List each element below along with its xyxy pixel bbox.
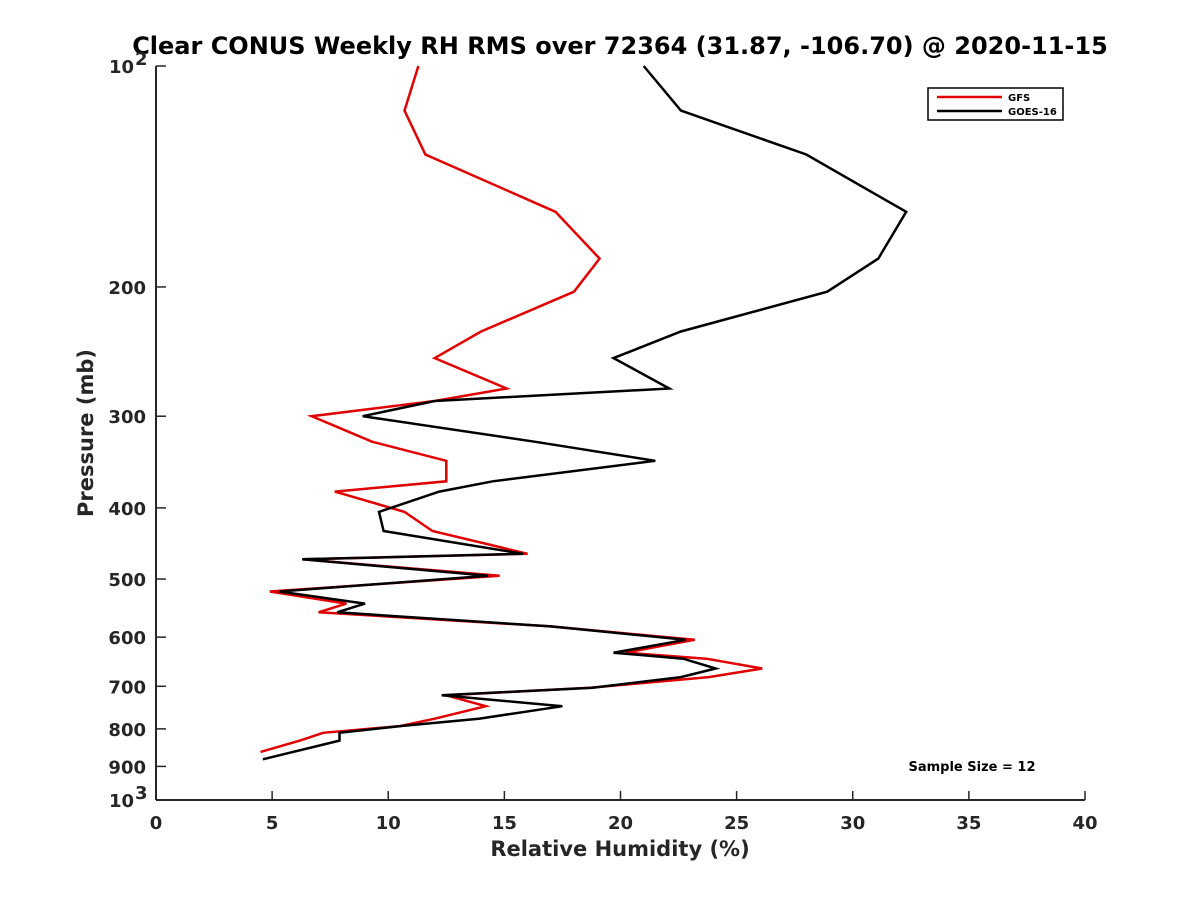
- y-tick-label-exponent: 2: [135, 49, 148, 70]
- y-tick-label: 900: [108, 757, 146, 778]
- x-tick-label: 30: [840, 813, 865, 834]
- y-tick-label: 600: [108, 628, 146, 649]
- y-tick-label: 300: [108, 407, 146, 428]
- legend-label-goes16: GOES-16: [1008, 107, 1057, 118]
- y-tick-label: 200: [108, 278, 146, 299]
- y-tick-label: 10: [109, 57, 134, 78]
- x-tick-label: 10: [376, 813, 401, 834]
- sample-size-annotation: Sample Size = 12: [908, 760, 1035, 775]
- series-line-goes16: [262, 65, 908, 761]
- x-tick-label: 40: [1072, 813, 1097, 834]
- legend: GFS GOES-16: [927, 87, 1064, 121]
- y-tick-label: 700: [108, 677, 146, 698]
- y-tick-label-exponent: 3: [135, 783, 148, 804]
- x-axis-label: Relative Humidity (%): [490, 837, 749, 861]
- y-axis-label: Pressure (mb): [74, 349, 98, 517]
- series-layer: [260, 65, 908, 761]
- plot-area: 0 5 10 15 20 25 30 35 40 10 220030040050060070080…: [108, 49, 1097, 834]
- legend-box: [927, 87, 1064, 121]
- x-ticks: 0 5 10 15 20 25 30 35 40: [150, 791, 1098, 834]
- chart-title: Clear CONUS Weekly RH RMS over 72364 (31…: [132, 32, 1108, 60]
- y-tick-label: 400: [108, 499, 146, 520]
- x-tick-label: 20: [608, 813, 633, 834]
- x-tick-label: 35: [956, 813, 981, 834]
- y-tick-label: 10: [109, 791, 134, 812]
- legend-label-gfs: GFS: [1008, 93, 1030, 104]
- x-tick-label: 25: [724, 813, 749, 834]
- y-tick-label: 800: [108, 720, 146, 741]
- x-tick-label: 0: [150, 813, 163, 834]
- x-tick-label: 15: [492, 813, 517, 834]
- x-tick-label: 5: [266, 813, 279, 834]
- y-tick-label: 500: [108, 570, 146, 591]
